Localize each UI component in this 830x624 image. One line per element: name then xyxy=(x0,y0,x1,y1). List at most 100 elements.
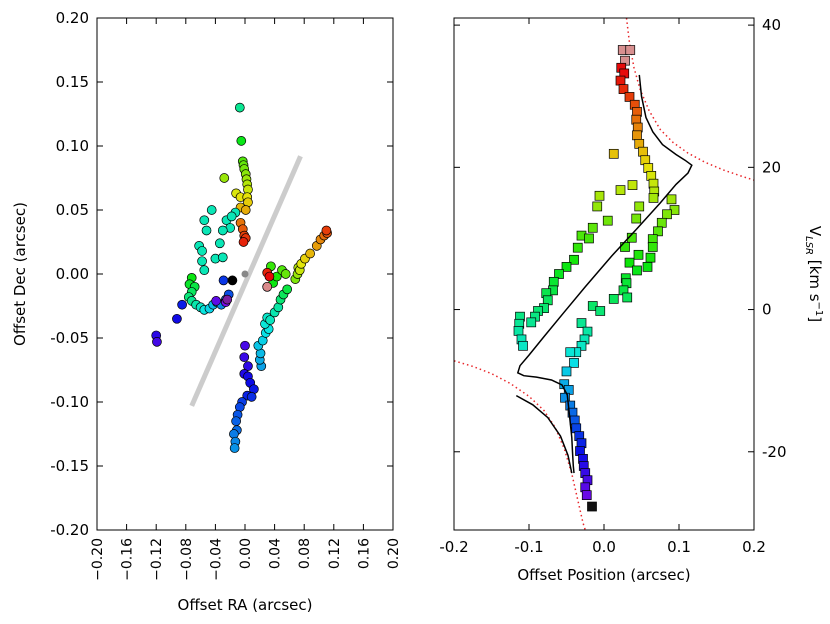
right-data-point xyxy=(624,257,635,268)
left-x-tick-label: 0.12 xyxy=(327,538,343,569)
left-data-point xyxy=(240,340,250,351)
right-data-point xyxy=(602,215,613,226)
right-data-point xyxy=(569,358,579,368)
left-panel: −0.20 −0.16 −0.12 −0.08 −0.04 0.00 0.04 0.08 0.1… xyxy=(11,9,402,614)
position-angle-line xyxy=(189,155,303,407)
left-data-point xyxy=(226,211,237,222)
right-data-point xyxy=(608,294,619,304)
left-data-point xyxy=(227,275,238,286)
right-data-point xyxy=(548,276,559,287)
left-data-point xyxy=(219,173,230,183)
left-x-tick-label: −0.08 xyxy=(179,538,195,581)
right-data-point xyxy=(631,213,642,224)
left-data-point xyxy=(264,271,275,282)
left-data-point xyxy=(214,238,225,249)
right-data-point xyxy=(666,194,677,205)
right-x-tick-label: -0.2 xyxy=(439,538,468,556)
right-data-point xyxy=(634,201,645,212)
right-data-point xyxy=(633,249,644,260)
left-x-tick-label: −0.20 xyxy=(90,538,106,581)
left-data-point xyxy=(243,361,253,372)
right-data-point xyxy=(576,318,587,328)
left-data-point xyxy=(197,246,207,256)
right-data-point xyxy=(561,366,572,377)
model-curve-branch xyxy=(515,394,573,474)
right-data-point xyxy=(624,92,635,102)
left-data-point xyxy=(177,299,187,310)
right-data-point xyxy=(608,148,619,159)
right-y-tick-label: 40 xyxy=(762,16,781,34)
right-data-point xyxy=(513,326,524,336)
left-y-tick-label: -0.15 xyxy=(50,457,89,475)
left-x-tick-label: 0.00 xyxy=(238,538,254,569)
right-data-point xyxy=(662,209,672,220)
left-x-tick-label: −0.12 xyxy=(149,538,165,581)
right-data-point xyxy=(647,242,658,252)
right-data-point xyxy=(581,490,592,501)
left-x-tick-label: 0.04 xyxy=(268,538,284,569)
left-data-point xyxy=(240,205,251,215)
left-data-point xyxy=(280,269,291,279)
center-point xyxy=(241,270,249,278)
right-x-tick-label: -0.1 xyxy=(514,538,543,556)
right-x-tick-label: 0.0 xyxy=(592,538,616,556)
right-data-point xyxy=(632,265,642,276)
left-data-point xyxy=(262,281,273,292)
left-data-point xyxy=(217,252,228,263)
right-x-axis-label: Offset Position (arcsec) xyxy=(517,566,690,584)
right-data-point xyxy=(584,233,594,244)
right-data-point xyxy=(572,242,583,253)
left-data-point xyxy=(305,248,315,259)
right-data-point xyxy=(587,501,597,512)
right-data-point xyxy=(615,185,626,195)
left-data-point xyxy=(197,256,207,267)
right-data-point xyxy=(627,180,638,190)
left-data-point xyxy=(199,215,210,226)
right-y-tick-label: 0 xyxy=(762,301,772,319)
left-x-tick-label: −0.16 xyxy=(120,538,136,581)
right-data-point xyxy=(587,301,598,311)
right-data-point xyxy=(569,254,579,265)
right-data-point xyxy=(656,217,667,228)
lower-envelope-curve xyxy=(454,360,587,530)
left-data-point xyxy=(201,225,212,236)
left-x-tick-label: 0.16 xyxy=(356,538,372,569)
left-data-point xyxy=(238,237,249,247)
left-y-tick-label: 0.10 xyxy=(56,137,89,155)
right-y-tick-label: 20 xyxy=(762,158,781,176)
left-y-tick-label: -0.20 xyxy=(50,521,89,539)
right-y-axis-label: VLSR [km s−1] xyxy=(803,226,824,322)
left-x-tick-label: 0.08 xyxy=(297,538,313,569)
left-x-tick-label: −0.04 xyxy=(208,538,224,581)
left-data-point xyxy=(236,136,247,146)
right-data-point xyxy=(595,306,606,316)
left-data-point xyxy=(211,296,221,306)
right-panel: -0.2 -0.1 0.0 0.1 0.2 40 20 0 -20 Offset Positi… xyxy=(439,16,824,584)
right-data-point xyxy=(648,193,659,203)
right-x-tick-label: 0.2 xyxy=(742,538,766,556)
right-data-point xyxy=(554,269,564,279)
right-x-tick-label: 0.1 xyxy=(667,538,691,556)
right-data-point xyxy=(632,130,642,141)
left-data-point xyxy=(246,392,257,402)
left-x-axis-label: Offset RA (arcsec) xyxy=(178,596,313,614)
left-y-tick-label: 0.00 xyxy=(56,265,89,283)
left-y-axis-label: Offset Dec (arcsec) xyxy=(11,202,29,346)
right-y-tick-label: -20 xyxy=(762,443,787,461)
left-data-point xyxy=(222,294,233,305)
right-data-point xyxy=(642,262,653,272)
right-data-point xyxy=(518,340,528,351)
right-data-point xyxy=(594,190,605,201)
model-curve xyxy=(516,74,693,474)
right-data-point xyxy=(526,317,537,328)
left-data-point xyxy=(152,336,162,347)
left-data-point xyxy=(229,443,240,453)
left-data-point xyxy=(206,205,217,215)
right-data-point xyxy=(620,242,630,252)
right-data-point xyxy=(618,84,629,94)
right-data-point xyxy=(592,201,603,212)
right-data-point xyxy=(576,340,587,351)
right-plot-frame xyxy=(453,17,755,531)
right-data-point xyxy=(565,347,576,358)
